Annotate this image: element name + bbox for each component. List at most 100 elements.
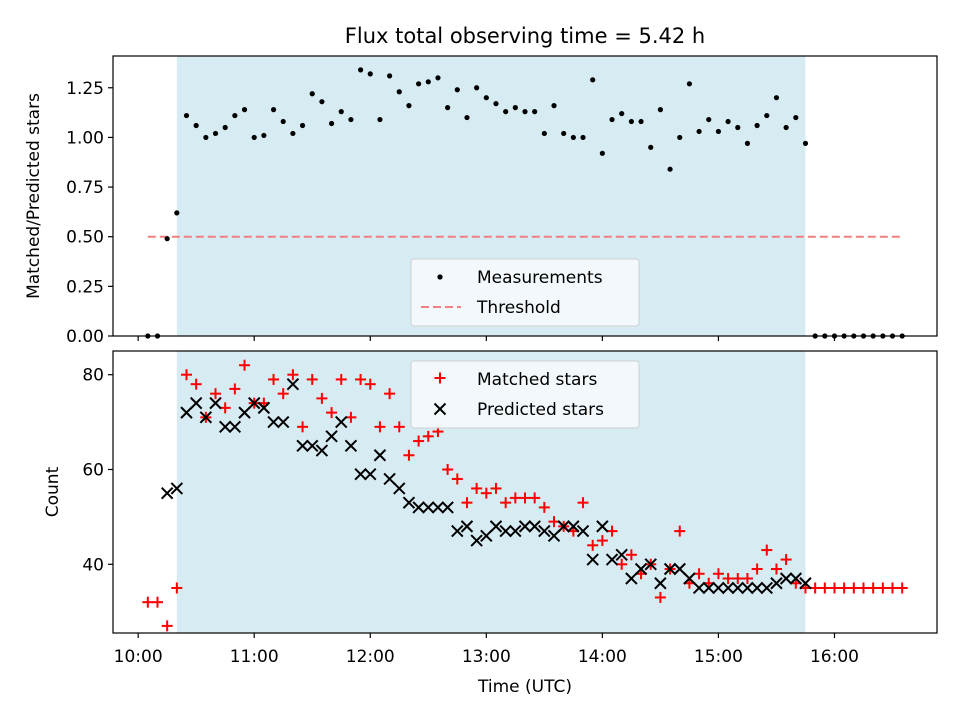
predicted-star-point	[634, 562, 648, 576]
matched-star-point	[451, 473, 463, 485]
matched-star-point	[519, 492, 531, 504]
x-tick-label: 15:00	[694, 647, 743, 667]
matched-star-point	[828, 582, 840, 594]
legend-measurements-marker	[437, 274, 443, 280]
measurement-point	[251, 134, 257, 141]
predicted-star-point	[189, 396, 203, 410]
cross-stroke-b	[402, 496, 416, 509]
matched-star-point	[151, 596, 163, 608]
cross-stroke-b	[586, 553, 599, 566]
chart-title: Flux total observing time = 5.42 h	[345, 24, 705, 48]
x-tick-label: 11:00	[230, 647, 279, 667]
measurement-point	[783, 124, 789, 131]
measurement-point	[328, 120, 335, 127]
cross-stroke-b	[702, 581, 715, 595]
cross-stroke-b	[170, 482, 184, 495]
matched-star-point	[297, 421, 309, 433]
matched-star-point	[277, 388, 289, 400]
cross-stroke-b	[480, 529, 493, 543]
matched-star-point	[210, 388, 222, 400]
cross-stroke-b	[538, 524, 551, 538]
predicted-star-point	[644, 558, 657, 571]
cross-stroke-b	[499, 524, 512, 538]
predicted-star-point	[731, 581, 744, 595]
predicted-star-point	[770, 577, 783, 590]
legend-plus	[434, 372, 446, 384]
measurement-point	[241, 107, 248, 113]
cross-stroke-b	[286, 377, 300, 391]
cross-stroke-b	[277, 415, 290, 429]
bottom-axes-frame	[112, 350, 938, 634]
matched-star-point	[142, 596, 154, 608]
measurement-point	[183, 112, 190, 119]
predicted-star-point	[170, 482, 184, 495]
matched-star-point	[577, 497, 589, 509]
matched-star-point	[780, 554, 792, 566]
cross-stroke-b	[373, 449, 387, 462]
matched-star-point	[422, 430, 434, 442]
cross-stroke-b	[518, 520, 532, 533]
measurement-point	[725, 118, 731, 125]
predicted-star-point	[257, 401, 271, 415]
cross-stroke-b	[335, 415, 348, 429]
measurement-point	[706, 116, 712, 123]
cross-stroke-b	[189, 396, 203, 410]
matched-star-point	[190, 378, 202, 390]
matched-star-point	[306, 373, 318, 385]
predicted-star-point	[431, 501, 445, 514]
cross-stroke-b	[634, 562, 648, 576]
measurement-point	[193, 122, 199, 129]
measurement-point	[686, 81, 693, 87]
bottom-ytick-label: 80	[82, 366, 104, 386]
cross-stroke-b	[325, 430, 338, 443]
cross-stroke-b	[257, 401, 271, 415]
top-legend-box	[410, 258, 640, 327]
measurement-point	[599, 150, 605, 156]
predicted-star-point	[721, 581, 735, 595]
matched-star-point	[596, 535, 608, 547]
cross-stroke-b	[663, 562, 677, 576]
top-ytick-label: 1.25	[66, 79, 104, 99]
x-tick-label: 16:00	[810, 647, 859, 667]
legend-predicted-label: Predicted stars	[477, 400, 604, 420]
cross-stroke-b	[605, 553, 619, 566]
measurement-point	[493, 101, 499, 107]
measurement-point	[802, 140, 809, 146]
predicted-star-point	[789, 572, 803, 585]
predicted-star-point	[218, 420, 232, 434]
measurement-point	[174, 210, 180, 216]
measurement-point	[212, 130, 219, 137]
cross-stroke-b	[489, 520, 503, 533]
measurement-point	[715, 128, 722, 135]
cross-stroke-b	[789, 572, 803, 585]
cross-stroke-b	[567, 520, 580, 533]
matched-star-point	[722, 572, 734, 584]
measurement-point	[764, 112, 770, 119]
predicted-star-point	[654, 577, 667, 590]
matched-star-point	[838, 582, 850, 594]
predicted-star-point	[228, 420, 242, 434]
measurement-point	[319, 99, 325, 105]
measurement-point	[754, 122, 760, 129]
matched-star-point	[896, 582, 908, 594]
measurement-point	[338, 109, 344, 115]
predicted-star-point	[557, 520, 570, 533]
matched-star-point	[326, 407, 338, 419]
measurement-point	[609, 116, 615, 123]
measurement-point	[793, 114, 799, 121]
cross-stroke-b	[228, 420, 242, 434]
matched-star-point	[761, 544, 773, 556]
predicted-star-point	[576, 524, 590, 538]
predicted-star-point	[364, 468, 377, 481]
cross-stroke-b	[509, 524, 522, 538]
measurement-point	[425, 79, 431, 85]
matched-star-point	[625, 549, 637, 561]
top-ytick-label: 1.00	[66, 128, 104, 148]
measurement-point	[551, 103, 557, 109]
legend-cross	[433, 402, 447, 416]
predicted-star-point	[567, 520, 580, 533]
cross-stroke-b	[557, 520, 570, 533]
cross-stroke-b	[770, 577, 783, 590]
measurement-point	[396, 89, 402, 95]
